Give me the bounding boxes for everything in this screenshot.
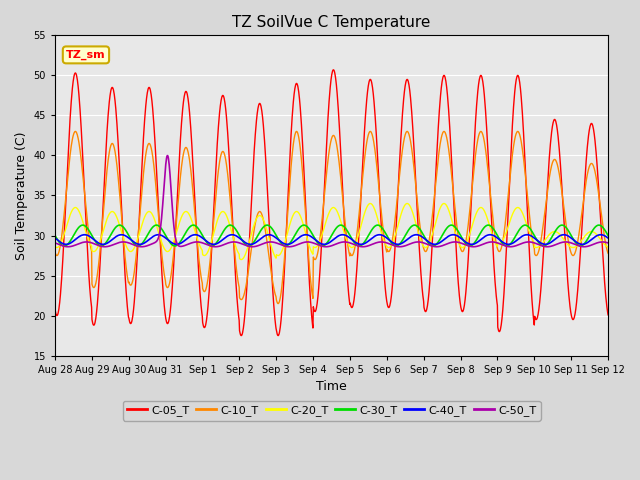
C-40_T xyxy=(540,241,547,247)
C-50_T xyxy=(604,240,612,246)
Line: C-50_T: C-50_T xyxy=(55,156,608,247)
C-30_T xyxy=(236,234,244,240)
C-05_T xyxy=(490,268,498,274)
C-10_T xyxy=(540,223,547,228)
C-40_T xyxy=(161,234,168,240)
C-20_T xyxy=(490,238,498,243)
Line: C-40_T: C-40_T xyxy=(55,235,608,244)
C-20_T xyxy=(418,240,426,246)
C-50_T xyxy=(490,239,498,245)
C-10_T xyxy=(236,296,244,301)
C-50_T xyxy=(418,240,426,245)
C-05_T xyxy=(330,67,337,72)
C-40_T xyxy=(490,233,498,239)
C-20_T xyxy=(237,257,245,263)
C-30_T xyxy=(418,229,426,235)
C-10_T xyxy=(174,199,182,205)
C-05_T xyxy=(540,254,547,260)
C-05_T xyxy=(236,330,244,336)
C-30_T xyxy=(595,222,603,228)
C-50_T xyxy=(396,244,404,250)
C-40_T xyxy=(604,235,612,241)
C-20_T xyxy=(440,201,448,206)
C-05_T xyxy=(174,179,182,185)
C-20_T xyxy=(51,244,59,250)
C-10_T xyxy=(274,300,282,306)
C-05_T xyxy=(418,285,426,291)
C-40_T xyxy=(174,241,182,247)
Line: C-30_T: C-30_T xyxy=(55,225,608,246)
C-50_T xyxy=(163,153,171,158)
C-30_T xyxy=(175,241,182,247)
Text: TZ_sm: TZ_sm xyxy=(66,50,106,60)
C-50_T xyxy=(175,243,182,249)
C-50_T xyxy=(51,240,59,246)
C-30_T xyxy=(51,233,59,239)
Line: C-05_T: C-05_T xyxy=(55,70,608,336)
C-30_T xyxy=(604,233,612,239)
C-10_T xyxy=(604,251,612,256)
C-10_T xyxy=(418,236,426,242)
C-40_T xyxy=(486,232,494,238)
C-20_T xyxy=(540,240,547,245)
C-40_T xyxy=(236,236,244,241)
X-axis label: Time: Time xyxy=(316,380,347,393)
C-20_T xyxy=(604,244,612,250)
C-40_T xyxy=(505,241,513,247)
C-40_T xyxy=(51,235,59,241)
C-20_T xyxy=(161,246,168,252)
Title: TZ SoilVue C Temperature: TZ SoilVue C Temperature xyxy=(232,15,431,30)
C-10_T xyxy=(51,250,59,255)
C-20_T xyxy=(236,256,244,262)
C-30_T xyxy=(539,243,547,249)
C-30_T xyxy=(490,227,498,232)
C-05_T xyxy=(604,312,612,318)
C-40_T xyxy=(417,233,425,239)
C-50_T xyxy=(236,240,244,246)
C-05_T xyxy=(51,307,59,312)
C-20_T xyxy=(174,224,182,230)
C-10_T xyxy=(477,129,484,134)
C-05_T xyxy=(161,306,168,312)
Y-axis label: Soil Temperature (C): Soil Temperature (C) xyxy=(15,131,28,260)
Line: C-10_T: C-10_T xyxy=(55,132,608,303)
C-30_T xyxy=(161,231,169,237)
C-05_T xyxy=(274,333,282,338)
C-50_T xyxy=(540,243,547,249)
Line: C-20_T: C-20_T xyxy=(55,204,608,260)
Legend: C-05_T, C-10_T, C-20_T, C-30_T, C-40_T, C-50_T: C-05_T, C-10_T, C-20_T, C-30_T, C-40_T, … xyxy=(123,401,541,420)
C-50_T xyxy=(161,175,168,181)
C-30_T xyxy=(60,243,68,249)
C-10_T xyxy=(490,228,498,234)
C-10_T xyxy=(161,274,168,279)
